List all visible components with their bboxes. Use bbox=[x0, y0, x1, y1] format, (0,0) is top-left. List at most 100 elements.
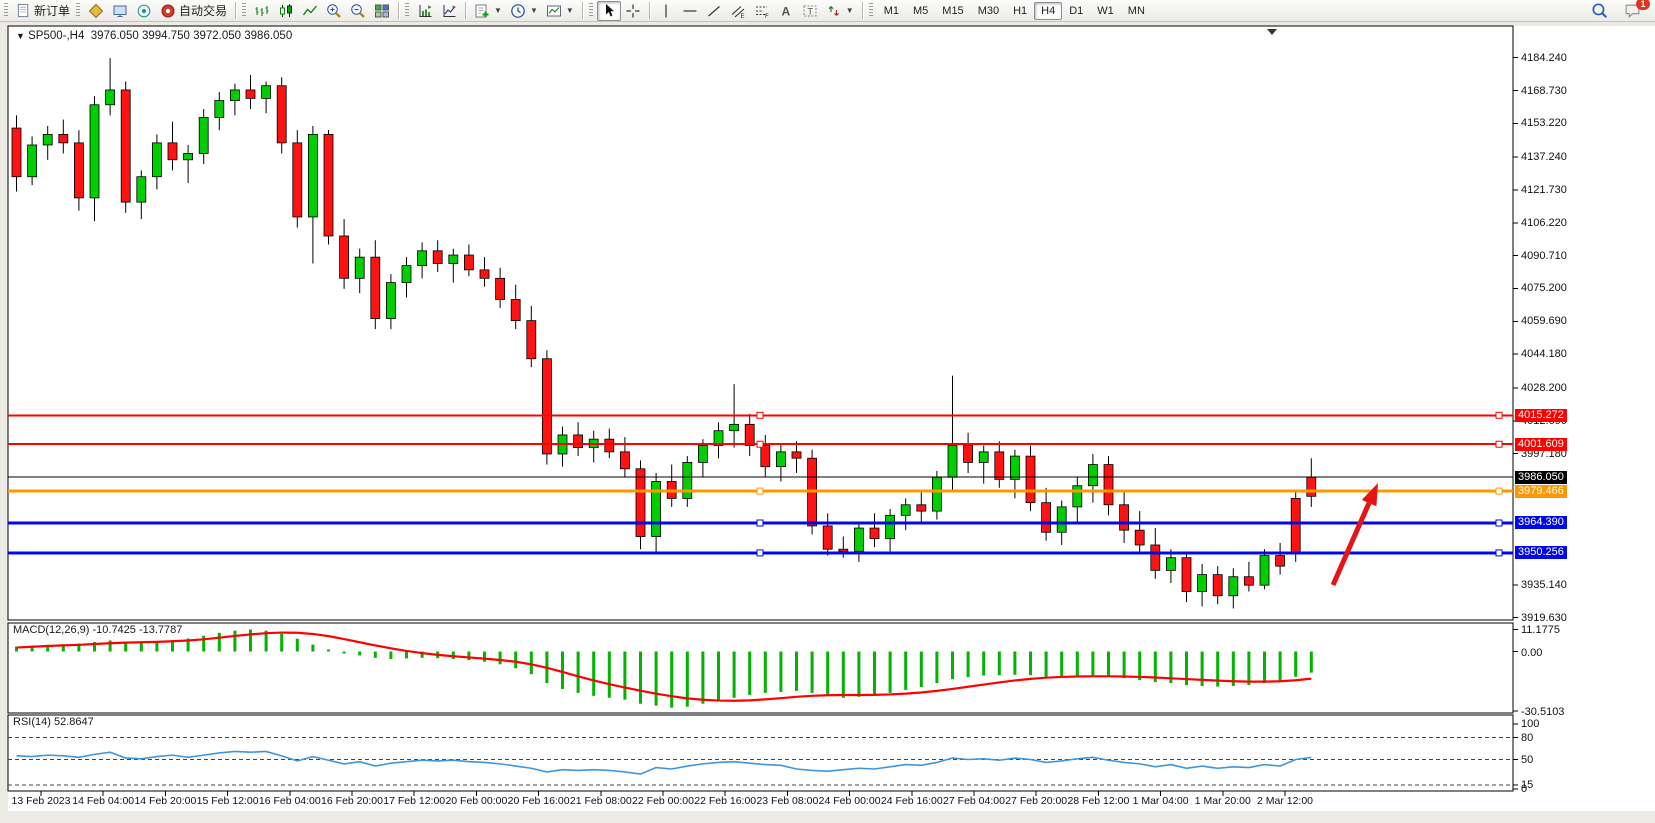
hline-handle[interactable] bbox=[1495, 519, 1503, 527]
macd-bar bbox=[1044, 651, 1048, 677]
tile-windows-button[interactable] bbox=[370, 1, 394, 21]
arrange-cascade-icon bbox=[443, 4, 457, 17]
toolbar-grip[interactable] bbox=[405, 3, 410, 18]
periods-button[interactable]: ▼ bbox=[506, 1, 542, 21]
preview-button[interactable] bbox=[108, 1, 132, 21]
macd-panel[interactable] bbox=[7, 622, 1514, 714]
time-axis-label: 27 Feb 20:00 bbox=[1005, 795, 1068, 807]
macd-bar bbox=[857, 651, 861, 697]
templates-dropdown-caret[interactable]: ▼ bbox=[565, 6, 574, 15]
macd-bar bbox=[685, 651, 689, 707]
annotation-arrow-head[interactable] bbox=[1361, 483, 1378, 507]
candle-bear bbox=[963, 445, 973, 463]
price-tick-label: 4153.220 bbox=[1521, 117, 1567, 130]
macd-bar bbox=[748, 651, 752, 695]
chart-shift-marker[interactable] bbox=[1267, 29, 1277, 35]
vertical-line-button[interactable] bbox=[654, 1, 678, 21]
periods-dropdown-caret[interactable]: ▼ bbox=[529, 6, 538, 15]
timeframe-mn-button[interactable]: MN bbox=[1121, 2, 1152, 20]
hline-handle[interactable] bbox=[756, 411, 764, 419]
toolbar-grip[interactable] bbox=[76, 3, 81, 18]
autotrade-button[interactable]: 自动交易 bbox=[156, 1, 231, 21]
macd-bar bbox=[373, 651, 377, 658]
hline-handle[interactable] bbox=[756, 487, 764, 495]
macd-bar bbox=[389, 651, 393, 659]
timeframe-m30-button[interactable]: M30 bbox=[971, 2, 1006, 20]
hline-handle[interactable] bbox=[756, 519, 764, 527]
macd-bar bbox=[420, 651, 424, 658]
macd-bar bbox=[77, 643, 81, 652]
shapes-dropdown-caret[interactable]: ▼ bbox=[845, 6, 854, 15]
bars-chart-button[interactable] bbox=[250, 1, 274, 21]
timeframe-w1-button[interactable]: W1 bbox=[1090, 2, 1121, 20]
price-tick-label: 4121.730 bbox=[1521, 183, 1567, 196]
timeframe-m5-button[interactable]: M5 bbox=[906, 2, 935, 20]
toolbar-grip[interactable] bbox=[242, 3, 247, 18]
search-button[interactable] bbox=[1587, 1, 1612, 21]
candles-chart-button[interactable] bbox=[274, 1, 298, 21]
hline-handle[interactable] bbox=[1495, 487, 1503, 495]
hline-handle[interactable] bbox=[1495, 549, 1503, 557]
arrange-cascade-button[interactable] bbox=[437, 1, 461, 21]
toolbar-grip[interactable] bbox=[588, 3, 593, 18]
rsi-indicator-label: RSI(14) 52.8647 bbox=[13, 716, 94, 728]
new-chart-dropdown-caret[interactable]: ▼ bbox=[494, 6, 502, 15]
timeframe-h4-button[interactable]: H4 bbox=[1034, 1, 1063, 20]
timeframe-m15-button[interactable]: M15 bbox=[935, 2, 970, 20]
toolbar-grip[interactable] bbox=[4, 3, 8, 18]
timeframe-m1-button[interactable]: M1 bbox=[877, 2, 906, 20]
equidistant-channel-button[interactable]: E bbox=[726, 1, 750, 21]
trendline-button[interactable] bbox=[702, 1, 726, 21]
macd-bar bbox=[873, 651, 876, 695]
record-button[interactable] bbox=[132, 1, 156, 21]
price-tick-label: 4137.240 bbox=[1521, 151, 1567, 164]
hline-handle[interactable] bbox=[756, 440, 764, 448]
new-chart-button[interactable]: ▼ bbox=[470, 1, 506, 21]
macd-bar bbox=[654, 651, 658, 706]
text-button[interactable]: A bbox=[774, 1, 798, 21]
macd-bar bbox=[841, 651, 845, 698]
rsi-panel[interactable] bbox=[7, 714, 1514, 792]
timeframe-d1-button[interactable]: D1 bbox=[1062, 2, 1090, 20]
candle-bull bbox=[229, 89, 240, 101]
macd-bar bbox=[1029, 651, 1032, 676]
rsi-scale-label: 50 bbox=[1521, 753, 1534, 766]
cursor-button[interactable] bbox=[596, 0, 621, 21]
arrange-charts-button[interactable] bbox=[413, 1, 437, 21]
hline-handle[interactable] bbox=[756, 549, 764, 557]
rsi-scale-label: 15 bbox=[1521, 779, 1534, 792]
text-label-button[interactable]: T bbox=[798, 1, 822, 21]
charts-popup-button[interactable] bbox=[84, 1, 108, 21]
zoom-in-button[interactable] bbox=[322, 1, 346, 21]
timeframe-h1-button[interactable]: H1 bbox=[1006, 2, 1034, 20]
hline-handle[interactable] bbox=[1495, 411, 1503, 419]
candle-bear bbox=[58, 133, 69, 144]
toolbar-grip[interactable] bbox=[868, 3, 873, 18]
zoom-out-button[interactable] bbox=[346, 1, 370, 21]
crosshair-button[interactable] bbox=[621, 1, 645, 21]
candle-bear bbox=[1306, 476, 1317, 497]
macd-scale-label: -30.5103 bbox=[1521, 706, 1565, 718]
notifications-button[interactable]: 1 bbox=[1620, 0, 1650, 21]
macd-bar bbox=[1138, 651, 1142, 681]
price-line-badge: 3986.050 bbox=[1515, 470, 1567, 484]
templates-button[interactable]: ▼ bbox=[542, 1, 578, 21]
line-chart-button[interactable] bbox=[298, 1, 322, 21]
shapes-button[interactable]: ▼ bbox=[822, 1, 858, 21]
horizontal-line-button[interactable] bbox=[678, 1, 702, 21]
main-chart-panel[interactable] bbox=[7, 25, 1514, 621]
macd-bar bbox=[1200, 651, 1204, 686]
new-order-button[interactable]: 新订单 bbox=[12, 1, 74, 21]
fibonacci-button[interactable]: F bbox=[750, 1, 774, 21]
price-tick-label: 4184.240 bbox=[1521, 51, 1567, 64]
candle-bull bbox=[900, 504, 911, 516]
hline-handle[interactable] bbox=[1495, 440, 1503, 448]
candle-bear bbox=[1134, 529, 1145, 546]
macd-bar bbox=[763, 651, 767, 693]
macd-bar bbox=[919, 651, 923, 687]
macd-bar bbox=[982, 651, 986, 676]
chart-title-caret[interactable]: ▼ bbox=[16, 31, 25, 41]
chart-symbol-period: SP500-,H4 bbox=[28, 30, 85, 42]
annotation-arrow-shaft[interactable] bbox=[1330, 501, 1372, 587]
